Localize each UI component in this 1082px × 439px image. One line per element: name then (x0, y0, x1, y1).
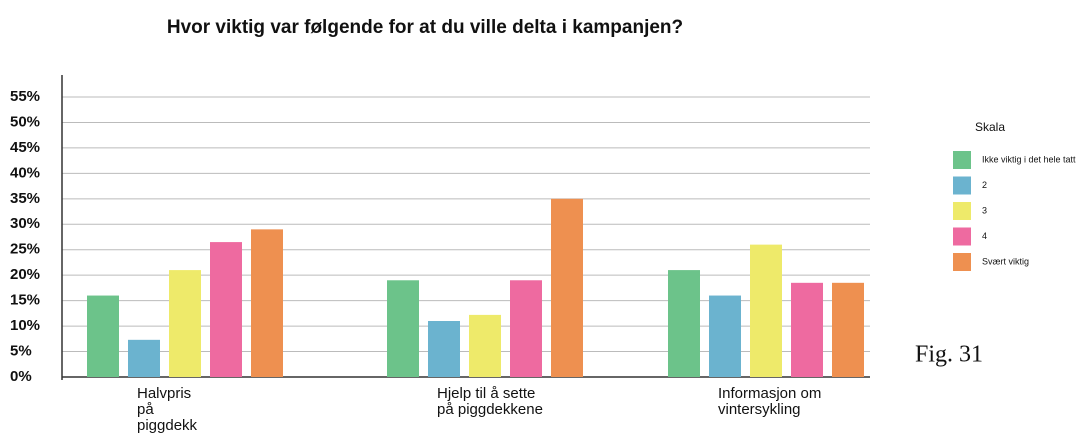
legend-swatch (953, 227, 971, 246)
bar (750, 244, 782, 377)
bar (469, 314, 501, 377)
bar (387, 280, 419, 377)
y-tick-label: 10% (10, 317, 40, 334)
legend-swatch (953, 151, 971, 169)
bar (128, 339, 160, 377)
y-tick-label: 5% (10, 343, 32, 360)
legend-swatch (953, 253, 971, 271)
y-tick-label: 25% (10, 241, 40, 258)
legend-label: Ikke viktig i det hele tatt (982, 154, 1076, 164)
y-tick-label: 55% (10, 88, 40, 105)
legend-label: 2 (982, 180, 987, 190)
legend-swatch (953, 176, 971, 195)
legend-label: 3 (982, 205, 987, 215)
x-tick-label: piggdekk (137, 417, 198, 434)
x-tick-label: vintersykling (718, 401, 801, 418)
legend-label: Svært viktig (982, 256, 1029, 266)
x-tick-label: på piggdekkene (437, 401, 543, 418)
y-tick-label: 0% (10, 368, 32, 385)
bar (510, 280, 542, 377)
y-tick-label: 45% (10, 139, 40, 156)
y-tick-label: 50% (10, 113, 40, 130)
x-tick-label: Hjelp til å sette (437, 385, 535, 402)
figure-label: Fig. 31 (915, 342, 983, 368)
y-tick-label: 40% (10, 164, 40, 181)
x-tick-label: på (137, 401, 154, 418)
bar (832, 282, 864, 377)
bar (428, 321, 460, 377)
bar (551, 198, 583, 377)
bar (210, 242, 242, 377)
legend-label: 4 (982, 231, 987, 241)
bar (791, 282, 823, 377)
bar (87, 295, 119, 377)
legend-title: Skala (975, 120, 1005, 134)
y-tick-label: 30% (10, 215, 40, 232)
chart-title: Hvor viktig var følgende for at du ville… (167, 17, 683, 38)
y-tick-label: 20% (10, 266, 40, 283)
bar (668, 270, 700, 377)
bar (251, 229, 283, 377)
bar (169, 270, 201, 377)
legend-swatch (953, 202, 971, 220)
y-tick-label: 15% (10, 292, 40, 309)
x-tick-label: Informasjon om (718, 385, 821, 402)
y-tick-label: 35% (10, 190, 40, 207)
x-tick-label: Halvpris (137, 385, 191, 402)
bar (709, 295, 741, 377)
